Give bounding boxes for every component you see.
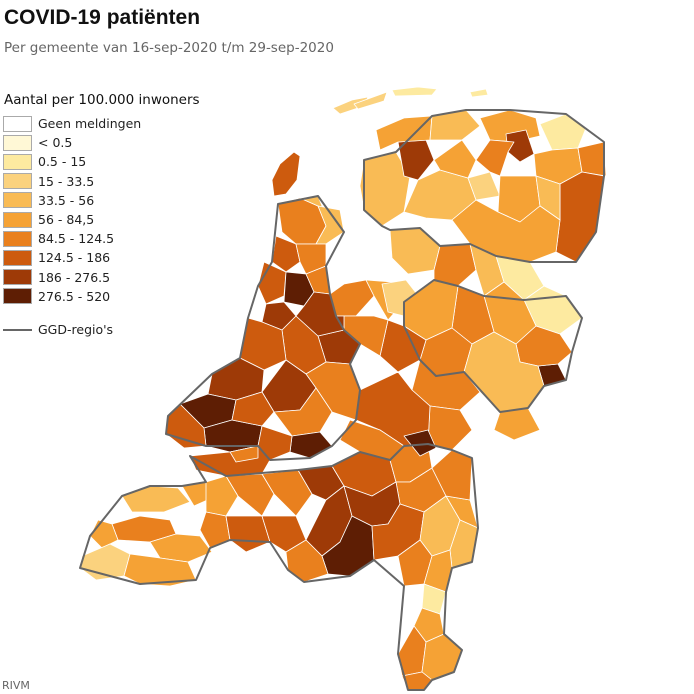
legend-swatch xyxy=(3,153,32,170)
region-heerenveen xyxy=(433,139,477,179)
legend-item: 84.5 - 124.5 xyxy=(3,229,141,248)
ggd-label: GGD-regio's xyxy=(38,322,114,337)
legend-label: 0.5 - 15 xyxy=(38,154,87,170)
region-noordoostpolder xyxy=(389,227,441,275)
legend-item: 186 - 276.5 xyxy=(3,268,141,287)
legend-label: 15 - 33.5 xyxy=(38,173,95,189)
legend-title: Aantal per 100.000 inwoners xyxy=(4,92,200,108)
legend-swatch xyxy=(3,211,32,228)
region-heerlen xyxy=(421,633,463,681)
region-terschelling xyxy=(353,91,388,110)
region-ameland xyxy=(391,86,438,97)
map-title: COVID-19 patiënten xyxy=(4,6,201,29)
ggd-line-swatch xyxy=(3,328,32,331)
region-groningen-east xyxy=(539,113,587,151)
legend-swatch xyxy=(3,230,32,247)
ggd-boundary-west xyxy=(165,195,361,461)
legend: Geen meldingen < 0.5 0.5 - 15 15 - 33.5 … xyxy=(3,114,141,306)
region-limburg-north xyxy=(431,449,473,501)
legend-swatch xyxy=(3,288,32,305)
region-nijmegen xyxy=(427,405,473,451)
legend-label: 33.5 - 56 xyxy=(38,192,95,208)
legend-label: 124.5 - 186 xyxy=(38,250,111,266)
legend-swatch xyxy=(3,249,32,266)
legend-label: Geen meldingen xyxy=(38,116,142,132)
legend-item: 56 - 84,5 xyxy=(3,210,141,229)
ggd-boundary-north xyxy=(363,109,605,263)
region-drenthe-south xyxy=(451,199,561,263)
region-maasland xyxy=(403,429,437,457)
legend-label: 56 - 84,5 xyxy=(38,212,95,228)
legend-swatch xyxy=(3,134,32,151)
legend-label: 186 - 276.5 xyxy=(38,269,111,285)
ggd-boundaries xyxy=(79,109,605,691)
region-flevoland-almere xyxy=(329,279,375,317)
legend-swatch xyxy=(3,269,32,286)
legend-item: 0.5 - 15 xyxy=(3,152,141,171)
region-texel xyxy=(271,151,301,197)
legend-item: 33.5 - 56 xyxy=(3,191,141,210)
legend-item: < 0.5 xyxy=(3,133,141,152)
region-groningen-west xyxy=(475,139,515,177)
region-west-brabant-south xyxy=(225,515,271,553)
region-friesland-west xyxy=(359,151,411,227)
region-schiermonnikoog xyxy=(469,88,489,98)
legend-label: 84.5 - 124.5 xyxy=(38,231,115,247)
region-emmen xyxy=(555,171,605,263)
region-oldambt xyxy=(577,141,607,177)
source-label: RIVM xyxy=(2,679,30,692)
region-dordrecht xyxy=(289,431,333,459)
region-zwolle xyxy=(433,243,477,287)
ggd-boundary-east xyxy=(403,279,583,413)
map-subtitle: Per gemeente van 16-sep-2020 t/m 29-sep-… xyxy=(4,40,334,56)
legend-swatch xyxy=(3,192,32,209)
region-hoeksche-waard xyxy=(229,445,259,463)
legend-swatch xyxy=(3,115,32,132)
legend-swatch xyxy=(3,173,32,190)
legend-item: Geen meldingen xyxy=(3,114,141,133)
ggd-legend: GGD-regio's xyxy=(3,322,113,337)
legend-item: 124.5 - 186 xyxy=(3,248,141,267)
region-zoetermeer xyxy=(231,391,275,427)
legend-label: < 0.5 xyxy=(38,135,73,151)
ggd-boundary-south xyxy=(79,443,479,691)
region-bergen-op-zoom xyxy=(205,475,239,517)
legend-item: 276.5 - 520 xyxy=(3,287,141,306)
legend-item: 15 - 33.5 xyxy=(3,172,141,191)
legend-label: 276.5 - 520 xyxy=(38,288,111,304)
region-schouwen xyxy=(121,485,191,513)
